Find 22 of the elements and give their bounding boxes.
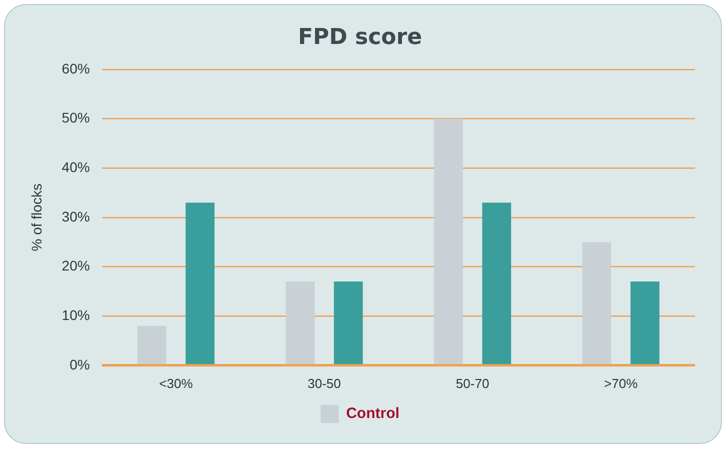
bar	[630, 282, 660, 364]
x-tick-label: 50-70	[456, 376, 490, 391]
bar	[137, 326, 166, 364]
bar	[434, 118, 463, 364]
chart-title: FPD score	[298, 24, 422, 50]
bar	[186, 202, 215, 364]
y-axis-title: % of flocks	[28, 184, 44, 252]
x-tick-label: 30-50	[308, 376, 341, 391]
y-tick-label: 0%	[70, 356, 90, 372]
x-tick-label: <30%	[159, 376, 194, 391]
y-tick-label: 10%	[62, 306, 90, 323]
bar	[582, 242, 612, 364]
y-tick-label: 40%	[62, 158, 90, 175]
bar	[482, 202, 512, 364]
x-tick-label: >70%	[604, 376, 638, 391]
bar	[286, 282, 315, 364]
y-tick-label: 30%	[62, 208, 90, 224]
y-tick-label: 20%	[62, 258, 90, 274]
y-tick-label: 50%	[62, 110, 90, 126]
y-tick-label: 60%	[62, 60, 90, 76]
legend-label: Control	[346, 405, 400, 422]
bar	[334, 282, 363, 364]
